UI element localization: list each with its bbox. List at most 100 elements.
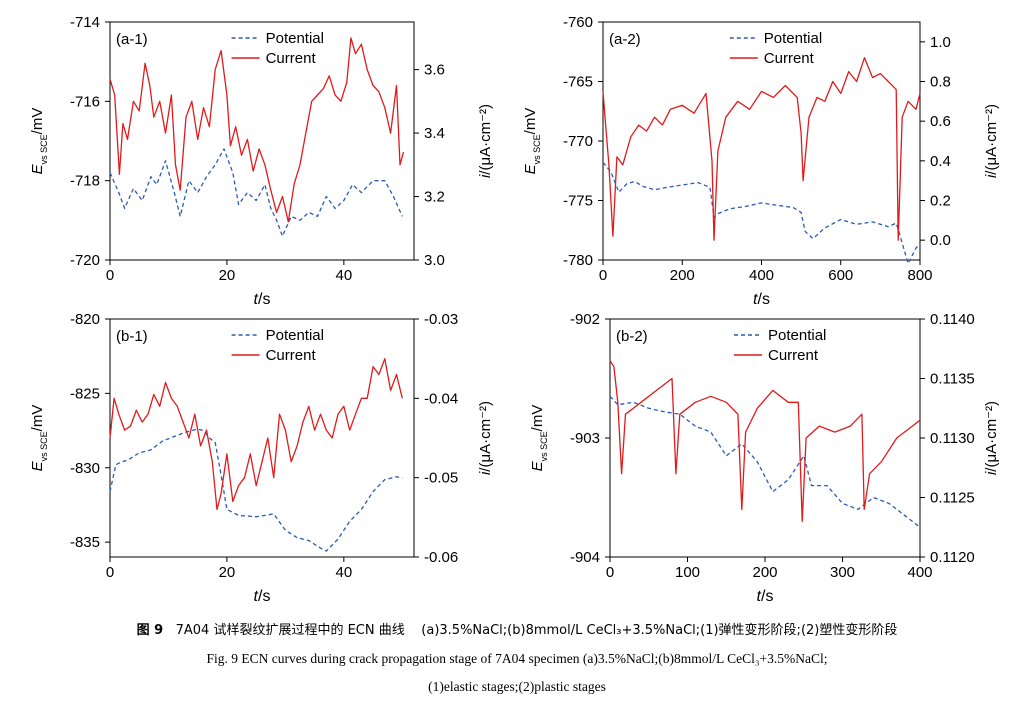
y-right-tick-label: 0.8 — [930, 74, 951, 91]
y-right-tick-label: 0.6 — [930, 113, 951, 130]
panel-label: (b-2) — [616, 328, 648, 345]
panel-label: (b-1) — [116, 328, 148, 345]
y-left-tick-label: -716 — [70, 93, 100, 110]
y-left-label-subscript: vs SCE — [39, 134, 49, 164]
y-right-tick-label: 0.1140 — [930, 311, 975, 328]
x-axis-label: t/s — [753, 291, 770, 308]
series-line-potential — [609, 395, 921, 528]
caption-english-line2: (1)elastic stages;(2)plastic stages — [428, 679, 606, 694]
y-right-tick-label: 0.1135 — [930, 371, 975, 388]
y-right-tick-label: 3.6 — [424, 62, 445, 79]
y-left-axis-label: Evs SCE/mV — [29, 405, 49, 472]
legend-label-potential: Potential — [764, 30, 822, 47]
x-axis-label: t/s — [757, 588, 774, 605]
y-left-tick-label: -830 — [70, 460, 100, 477]
series-line-current — [109, 37, 405, 223]
x-tick-label: 200 — [670, 267, 695, 284]
x-tick-label: 100 — [675, 564, 700, 581]
ecn-figure: 0 20 40 -720 -718 -716 -714 3.0 3.2 3.4 3.6 t/s Evs … — [29, 14, 1000, 605]
plot-frame — [609, 318, 921, 558]
x-tick-label: 0 — [599, 267, 607, 284]
y-left-label-symbol: E — [29, 460, 46, 471]
y-right-tick-label: 3.2 — [424, 189, 445, 206]
y-right-tick-label: 1.0 — [930, 34, 951, 51]
y-right-axis-label: i/(μA·cm⁻²) — [983, 401, 1000, 475]
x-axis-label: t/s — [254, 291, 271, 308]
series-line-potential — [109, 148, 403, 237]
y-left-label-subscript: vs SCE — [39, 431, 49, 461]
legend-label-potential: Potential — [768, 327, 826, 344]
y-right-label-symbol: i — [983, 174, 1000, 178]
y-left-axis-label: Evs SCE/mV — [29, 108, 49, 175]
y-right-tick-label: -0.04 — [424, 390, 458, 407]
y-left-label-unit: /mV — [29, 108, 46, 135]
x-axis-label-symbol: t — [753, 291, 758, 308]
y-left-tick-label: -835 — [70, 534, 100, 551]
y-left-tick-label: -714 — [70, 14, 100, 31]
chart-panel-1: 0 20 40 -720 -718 -716 -714 3.0 3.2 3.4 3.6 t/s Evs … — [29, 14, 494, 308]
x-axis-label-unit: /s — [258, 291, 270, 308]
y-right-axis-label: i/(μA·cm⁻²) — [477, 104, 494, 178]
series-line-potential — [109, 428, 403, 552]
x-axis-label-symbol: t — [757, 588, 762, 605]
y-left-label-subscript: vs SCE — [532, 134, 542, 164]
y-left-tick-label: -904 — [570, 549, 600, 566]
y-left-tick-label: -775 — [563, 193, 593, 210]
legend-label-current: Current — [266, 50, 317, 67]
y-left-axis-label: Evs SCE/mV — [522, 108, 542, 175]
y-left-label-unit: /mV — [29, 405, 46, 432]
x-tick-label: 0 — [106, 267, 114, 284]
y-right-axis-label: i/(μA·cm⁻²) — [983, 104, 1000, 178]
y-left-label-symbol: E — [529, 460, 546, 471]
series-line-current — [109, 358, 403, 511]
x-tick-label: 400 — [749, 267, 774, 284]
y-left-label-subscript: vs SCE — [539, 431, 549, 461]
y-left-axis-label: Evs SCE/mV — [529, 405, 549, 472]
y-right-label-unit: /(μA·cm⁻²) — [477, 401, 494, 472]
x-tick-label: 800 — [907, 267, 932, 284]
legend-label-current: Current — [764, 50, 815, 67]
y-right-tick-label: 0.1120 — [930, 549, 975, 566]
legend-label-current: Current — [266, 347, 317, 364]
y-right-axis-label: i/(μA·cm⁻²) — [477, 401, 494, 475]
y-right-label-unit: /(μA·cm⁻²) — [983, 401, 1000, 472]
y-right-tick-label: 0.1125 — [930, 490, 975, 507]
y-left-tick-label: -820 — [70, 311, 100, 328]
plot-frame — [109, 21, 415, 261]
chart-panel-4: 0 100 200 300 400 -904 -903 -902 0.1120 0.1125 0.1… — [529, 311, 1000, 605]
x-tick-label: 0 — [606, 564, 614, 581]
y-left-tick-label: -765 — [563, 74, 593, 91]
y-left-tick-label: -720 — [70, 252, 100, 269]
caption-english-line1: Fig. 9 ECN curves during crack propagati… — [206, 651, 828, 666]
y-right-tick-label: 0.4 — [930, 153, 951, 170]
legend-label-potential: Potential — [266, 30, 324, 47]
chart-panel-2: 0 200 400 600 800 -780 -775 -770 -765 -760 0.0 0.2 0… — [522, 14, 1000, 308]
x-tick-label: 200 — [752, 564, 777, 581]
y-left-tick-label: -825 — [70, 385, 100, 402]
legend-label-potential: Potential — [266, 327, 324, 344]
caption-cn-title: 7A04 试样裂纹扩展过程中的 ECN 曲线 — [175, 623, 405, 638]
x-axis-label-unit: /s — [761, 588, 773, 605]
x-tick-label: 40 — [336, 267, 353, 284]
x-axis-label-unit: /s — [258, 588, 270, 605]
x-axis-label-symbol: t — [254, 588, 259, 605]
y-left-label-symbol: E — [29, 163, 46, 174]
y-left-label-unit: /mV — [529, 405, 546, 432]
panel-label: (a-2) — [609, 31, 641, 48]
y-left-tick-label: -718 — [70, 173, 100, 190]
y-right-tick-label: 3.0 — [424, 252, 445, 269]
y-right-tick-label: -0.05 — [424, 470, 458, 487]
y-right-tick-label: 0.2 — [930, 193, 951, 210]
y-left-tick-label: -902 — [570, 311, 600, 328]
y-right-label-symbol: i — [477, 174, 494, 178]
x-axis-label-symbol: t — [254, 291, 259, 308]
y-left-label-unit: /mV — [522, 108, 539, 135]
y-left-label-symbol: E — [522, 163, 539, 174]
x-tick-label: 400 — [907, 564, 932, 581]
plot-frame — [109, 318, 415, 558]
y-left-tick-label: -780 — [563, 252, 593, 269]
y-right-tick-label: 3.4 — [424, 125, 445, 142]
x-tick-label: 40 — [336, 564, 353, 581]
series-line-current — [602, 57, 921, 241]
y-right-label-symbol: i — [983, 471, 1000, 475]
